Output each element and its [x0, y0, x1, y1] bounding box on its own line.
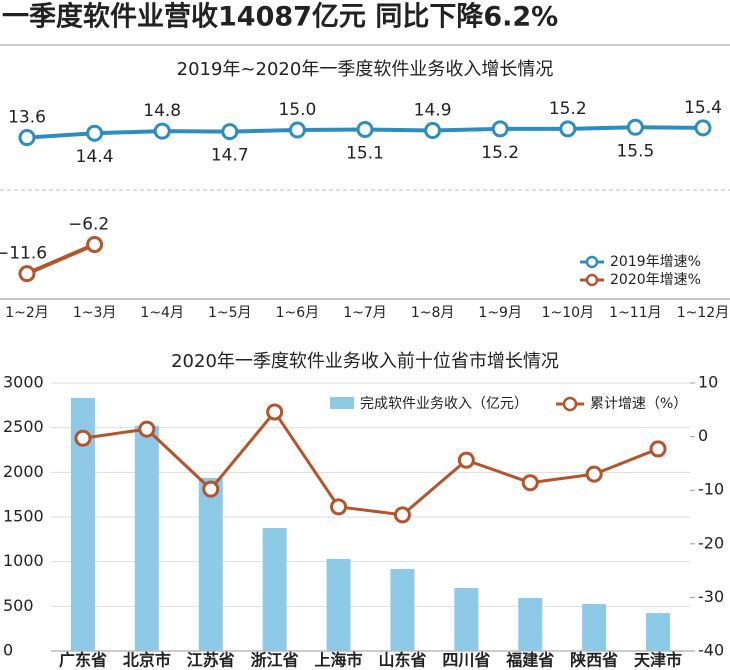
y2-tick-label: -30	[698, 587, 724, 606]
bar	[262, 527, 287, 651]
series-line	[82, 409, 659, 517]
x-tick-label: 1~5月	[208, 305, 252, 321]
x-tick-label: 1~8月	[411, 305, 455, 321]
y-tick-label: 2000	[3, 462, 44, 481]
x-tick-label: 天津市	[634, 651, 682, 670]
data-label: 15.1	[346, 143, 384, 163]
point	[521, 474, 539, 492]
x-tick-label: 1~6月	[276, 305, 320, 321]
legend-label: 累计增速（%）	[590, 396, 687, 412]
data-label: −11.6	[0, 244, 47, 264]
x-tick-label: 1~9月	[478, 305, 522, 321]
bar	[518, 598, 543, 651]
x-tick-label: 1~4月	[140, 305, 184, 321]
data-label: 14.8	[143, 101, 181, 121]
point	[74, 429, 92, 447]
x-tick-label: 陕西省	[570, 651, 618, 670]
point	[356, 120, 374, 138]
x-tick-label: 浙江省	[251, 651, 299, 670]
x-tick-label: 1~3月	[73, 305, 117, 321]
series-line	[26, 242, 96, 276]
x-tick-label: 四川省	[442, 651, 490, 670]
point	[266, 403, 284, 421]
bar	[582, 604, 607, 651]
point	[86, 235, 104, 253]
x-tick-label: 1~11月	[609, 305, 661, 321]
point	[18, 265, 36, 283]
point	[649, 440, 667, 458]
data-label: 15.2	[481, 143, 519, 163]
point	[86, 124, 104, 142]
point	[138, 420, 156, 438]
point	[491, 120, 509, 138]
x-tick-label: 山东省	[378, 651, 426, 670]
point	[694, 119, 712, 137]
x-tick-label: 江苏省	[187, 651, 235, 670]
x-tick-label: 福建省	[505, 651, 554, 670]
x-tick-label: 1~12月	[677, 305, 729, 321]
data-label: 14.7	[211, 146, 249, 166]
legend-marker	[585, 255, 599, 269]
y2-tick-label: 0	[698, 426, 708, 445]
data-label: 15.0	[278, 100, 316, 120]
point	[585, 465, 603, 483]
bar	[134, 425, 159, 651]
data-label: 15.5	[616, 141, 654, 161]
point	[153, 122, 171, 140]
bar	[198, 477, 223, 651]
legend-marker	[562, 396, 578, 412]
data-label: 14.9	[414, 101, 452, 121]
x-tick-label: 广东省	[59, 651, 107, 670]
data-label: 13.6	[8, 108, 46, 128]
point	[18, 129, 36, 147]
x-tick-label: 上海市	[315, 651, 363, 670]
legend-label: 2019年增速%	[610, 254, 701, 270]
x-tick-label: 北京市	[123, 651, 171, 670]
point	[288, 121, 306, 139]
x-tick-label: 1~2月	[5, 305, 49, 321]
point	[202, 480, 220, 498]
point	[393, 506, 411, 524]
legend-swatch	[330, 397, 354, 409]
legend-label: 2020年增速%	[610, 272, 701, 288]
data-label: 14.4	[76, 147, 114, 167]
x-tick-label: 1~7月	[343, 305, 387, 321]
y2-tick-label: 10	[698, 373, 718, 392]
legend-marker	[585, 273, 599, 287]
y-tick-label: 0	[3, 641, 13, 660]
point	[559, 120, 577, 138]
y2-tick-label: -20	[698, 533, 724, 552]
point	[626, 118, 644, 136]
data-label: 15.4	[684, 98, 722, 118]
headline: 一季度软件业营收14087亿元 同比下降6.2%	[2, 1, 558, 33]
y2-tick-label: -40	[698, 641, 724, 660]
point	[424, 122, 442, 140]
legend-label: 完成软件业务收入（亿元）	[360, 396, 528, 412]
point	[330, 498, 348, 516]
bar	[326, 558, 351, 651]
x-tick-label: 1~10月	[542, 305, 594, 321]
bar	[454, 588, 479, 651]
y-tick-label: 1000	[3, 551, 44, 570]
chart-title: 2019年~2020年一季度软件业务收入增长情况	[177, 59, 554, 80]
point	[457, 451, 475, 469]
data-label: −6.2	[68, 214, 109, 234]
point	[221, 123, 239, 141]
bar	[646, 613, 671, 651]
data-label: 15.2	[549, 99, 587, 119]
y-tick-label: 1500	[3, 507, 44, 526]
y2-tick-label: -10	[698, 480, 724, 499]
y-tick-label: 3000	[3, 373, 44, 392]
chart-title: 2020年一季度软件业务收入前十位省市增长情况	[171, 351, 559, 372]
y-tick-label: 2500	[3, 417, 44, 436]
bar	[390, 568, 415, 651]
y-tick-label: 500	[3, 596, 34, 615]
